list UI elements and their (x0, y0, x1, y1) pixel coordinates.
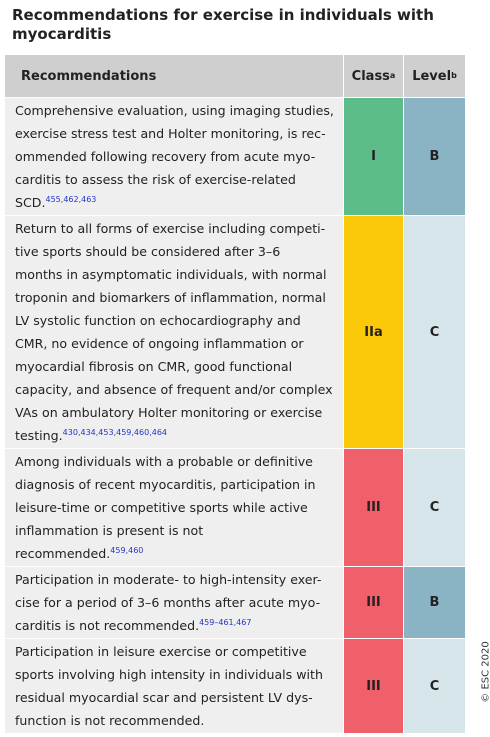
table-row: Comprehensive evaluation, using imaging … (5, 98, 465, 216)
text-line: SCD.455,462,463 (15, 194, 97, 210)
header-text: Level (412, 68, 452, 84)
text-line: Participation in leisure exercise or com… (15, 644, 307, 659)
level-value: B (429, 595, 440, 610)
recommendation-cell: Comprehensive evaluation, using imaging … (5, 98, 343, 215)
recommendation-cell: Participation in moderate- to high-inten… (5, 567, 343, 638)
header-cell: Recommendations (5, 68, 343, 85)
text-line: ommended following recovery from acute m… (15, 149, 316, 164)
reference: 455,462,463 (45, 194, 97, 204)
level-value: B (429, 149, 440, 164)
level-value: C (429, 500, 440, 515)
class-value: I (371, 149, 376, 164)
class-value: IIa (364, 324, 383, 340)
text-line: months in asymptomatic individuals, with… (15, 267, 327, 282)
recommendation-cell: Return to all forms of exercise includin… (5, 216, 343, 448)
text-line: diagnosis of recent myocarditis, partici… (15, 477, 316, 492)
header-text: Class (351, 68, 390, 84)
text-line: LV systolic function on echocardiography… (15, 313, 301, 328)
table-row: Return to all forms of exercise includin… (5, 216, 465, 449)
text-line: sports involving high intensity in indiv… (15, 667, 323, 682)
reference: 459,460 (110, 545, 144, 555)
text-line: residual myocardial scar and persistent … (15, 690, 313, 705)
text-line: function is not recommended. (15, 713, 205, 728)
recommendation-table: Recommendations Class a Level b Comprehens… (5, 55, 465, 734)
title-line: myocarditis (12, 25, 112, 43)
table-row: Among individuals with a probable or def… (5, 449, 465, 567)
text-line: Comprehensive evaluation, using imaging … (15, 103, 334, 118)
class-cell: IIa (343, 216, 403, 448)
copyright: © ESC 2020 (480, 641, 490, 702)
text-line: leisure-time or competitive sports while… (15, 500, 308, 515)
header-row: Recommendations Class a Level b (5, 55, 465, 98)
text-line: carditis to assess the risk of exercise-… (15, 172, 296, 187)
class-cell: III (343, 449, 403, 566)
recommendation-cell: Among individuals with a probable or def… (5, 449, 343, 566)
text-line: troponin and biomarkers of inflammation,… (15, 290, 326, 305)
text-line: carditis is not recommended.459–461,467 (15, 617, 252, 633)
text-line: recommended.459,460 (15, 545, 144, 561)
header-cell: Class a (343, 55, 403, 97)
text-line: inflammation is present is not (15, 523, 204, 538)
class-value: III (366, 500, 381, 515)
text-line: tive sports should be considered after 3… (15, 244, 281, 259)
text-line: cise for a period of 3–6 months after ac… (15, 595, 321, 610)
class-value: III (366, 595, 381, 610)
level-value: C (429, 324, 440, 340)
class-value: III (366, 678, 381, 694)
header-cell: Level b (403, 55, 465, 97)
level-cell: B (403, 567, 465, 638)
class-cell: I (343, 98, 403, 215)
title-line: Recommendations for exercise in individu… (12, 6, 434, 24)
title: Recommendations for exercise in individu… (12, 6, 452, 44)
text-line: Among individuals with a probable or def… (15, 454, 313, 469)
text-line: myocardial fibrosis on CMR, good functio… (15, 359, 293, 374)
text-line: Participation in moderate- to high-inten… (15, 572, 322, 587)
level-cell: C (403, 449, 465, 566)
text-line: capacity, and absence of frequent and/or… (15, 382, 333, 397)
text-line: testing.430,434,453,459,460,464 (15, 427, 168, 443)
level-cell: C (403, 639, 465, 733)
level-value: C (429, 678, 440, 694)
level-cell: C (403, 216, 465, 448)
header-text: Recommendations (21, 68, 157, 84)
class-cell: III (343, 639, 403, 733)
reference: 430,434,453,459,460,464 (62, 427, 168, 437)
text-line: VAs on ambulatory Holter monitoring or e… (15, 405, 323, 420)
reference: 459–461,467 (199, 617, 252, 627)
class-cell: III (343, 567, 403, 638)
table-row: Participation in leisure exercise or com… (5, 639, 465, 734)
level-cell: B (403, 98, 465, 215)
text-line: exercise stress test and Holter monitori… (15, 126, 326, 141)
text-line: Return to all forms of exercise includin… (15, 221, 326, 236)
text-line: CMR, no evidence of ongoing inflammation… (15, 336, 304, 351)
recommendation-cell: Participation in leisure exercise or com… (5, 639, 343, 733)
table-row: Participation in moderate- to high-inten… (5, 567, 465, 639)
